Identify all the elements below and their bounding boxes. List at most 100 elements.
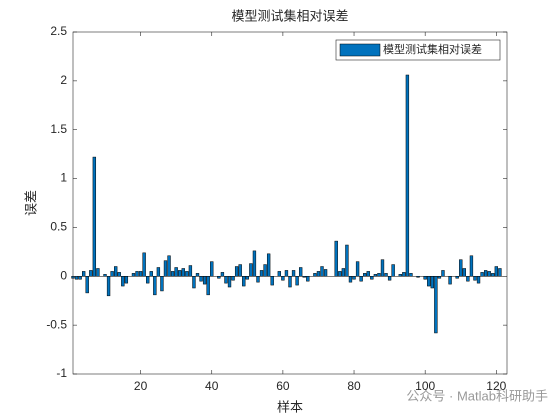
bar bbox=[473, 276, 477, 281]
bar bbox=[469, 255, 474, 277]
bar bbox=[131, 273, 136, 277]
bar bbox=[341, 268, 346, 277]
bar bbox=[427, 276, 431, 287]
bar bbox=[284, 270, 289, 277]
bar bbox=[323, 269, 328, 277]
bar bbox=[338, 271, 342, 277]
bar bbox=[373, 274, 378, 277]
bar bbox=[160, 276, 164, 292]
bar bbox=[192, 276, 196, 289]
bar bbox=[316, 271, 321, 277]
x-tick-label: 120 bbox=[486, 379, 506, 393]
bar bbox=[206, 276, 210, 296]
bar bbox=[491, 273, 495, 277]
y-tick-label: -0.5 bbox=[46, 317, 67, 331]
bar bbox=[178, 270, 182, 277]
bar bbox=[370, 276, 374, 280]
bar bbox=[348, 276, 353, 283]
bar bbox=[455, 276, 459, 279]
bar bbox=[124, 276, 129, 284]
bar bbox=[231, 276, 235, 281]
bar bbox=[281, 276, 285, 281]
bar bbox=[110, 271, 114, 277]
bar bbox=[487, 271, 491, 277]
bar bbox=[391, 264, 395, 277]
bar bbox=[263, 264, 267, 277]
x-axis-label: 样本 bbox=[277, 401, 303, 416]
legend-label: 模型测试集相对误差 bbox=[383, 42, 482, 56]
bar bbox=[306, 276, 310, 282]
bar bbox=[138, 271, 143, 277]
bar bbox=[398, 274, 402, 277]
bar bbox=[220, 272, 225, 277]
bar bbox=[96, 268, 100, 277]
bar bbox=[252, 250, 257, 277]
bar bbox=[153, 276, 157, 296]
bar bbox=[355, 261, 360, 277]
y-tick-label: 2.5 bbox=[50, 24, 67, 38]
bar bbox=[298, 267, 303, 277]
y-tick-label: 1 bbox=[60, 171, 67, 185]
watermark: 公众号 · Matlab科研助手 bbox=[406, 388, 548, 403]
bar bbox=[167, 255, 171, 277]
bar bbox=[430, 276, 434, 289]
bar bbox=[402, 272, 406, 277]
bar bbox=[106, 276, 111, 297]
bar bbox=[170, 271, 175, 277]
plot-area bbox=[73, 32, 507, 374]
bar bbox=[266, 253, 271, 277]
y-axis-label: 误差 bbox=[25, 190, 40, 216]
bar bbox=[441, 270, 445, 277]
bar bbox=[345, 244, 349, 277]
bar bbox=[291, 270, 296, 277]
bar bbox=[202, 276, 207, 285]
bar bbox=[156, 267, 161, 277]
bar bbox=[142, 252, 146, 277]
bar bbox=[234, 266, 239, 277]
bar bbox=[85, 276, 89, 294]
bar bbox=[363, 273, 367, 277]
x-tick-label: 40 bbox=[205, 379, 219, 393]
bar bbox=[74, 276, 79, 280]
bar bbox=[259, 270, 264, 277]
bar bbox=[366, 271, 370, 277]
bar bbox=[288, 276, 292, 288]
bar bbox=[320, 266, 324, 277]
chart-title: 模型测试集相对误差 bbox=[231, 9, 348, 25]
x-tick-label: 100 bbox=[415, 379, 435, 393]
bar bbox=[466, 276, 470, 282]
bar bbox=[405, 74, 410, 277]
bar bbox=[217, 276, 221, 279]
x-tick-label: 60 bbox=[276, 379, 290, 393]
bar bbox=[384, 273, 388, 277]
bar bbox=[135, 271, 139, 277]
y-tick-label: 1.5 bbox=[50, 122, 67, 136]
x-tick-label: 20 bbox=[134, 379, 148, 393]
bar bbox=[476, 276, 481, 284]
bar bbox=[483, 270, 488, 277]
bar bbox=[121, 276, 125, 287]
legend-swatch bbox=[339, 43, 381, 57]
bar bbox=[185, 271, 189, 277]
y-tick-label: 0.5 bbox=[50, 220, 67, 234]
bar bbox=[498, 268, 502, 277]
x-tick-label: 80 bbox=[347, 379, 361, 393]
bar bbox=[295, 276, 299, 286]
bar bbox=[380, 259, 385, 277]
y-tick-label: 2 bbox=[60, 73, 67, 87]
bar bbox=[352, 276, 356, 280]
bar bbox=[195, 273, 200, 277]
bar bbox=[227, 276, 232, 288]
bar bbox=[256, 276, 260, 283]
bar bbox=[459, 259, 463, 277]
bar bbox=[277, 271, 282, 277]
bar bbox=[89, 270, 93, 277]
bar bbox=[377, 273, 381, 277]
bar bbox=[92, 156, 97, 277]
y-tick-label: 0 bbox=[60, 268, 67, 282]
bar bbox=[434, 276, 438, 334]
bar bbox=[210, 261, 214, 277]
bar bbox=[199, 276, 203, 282]
